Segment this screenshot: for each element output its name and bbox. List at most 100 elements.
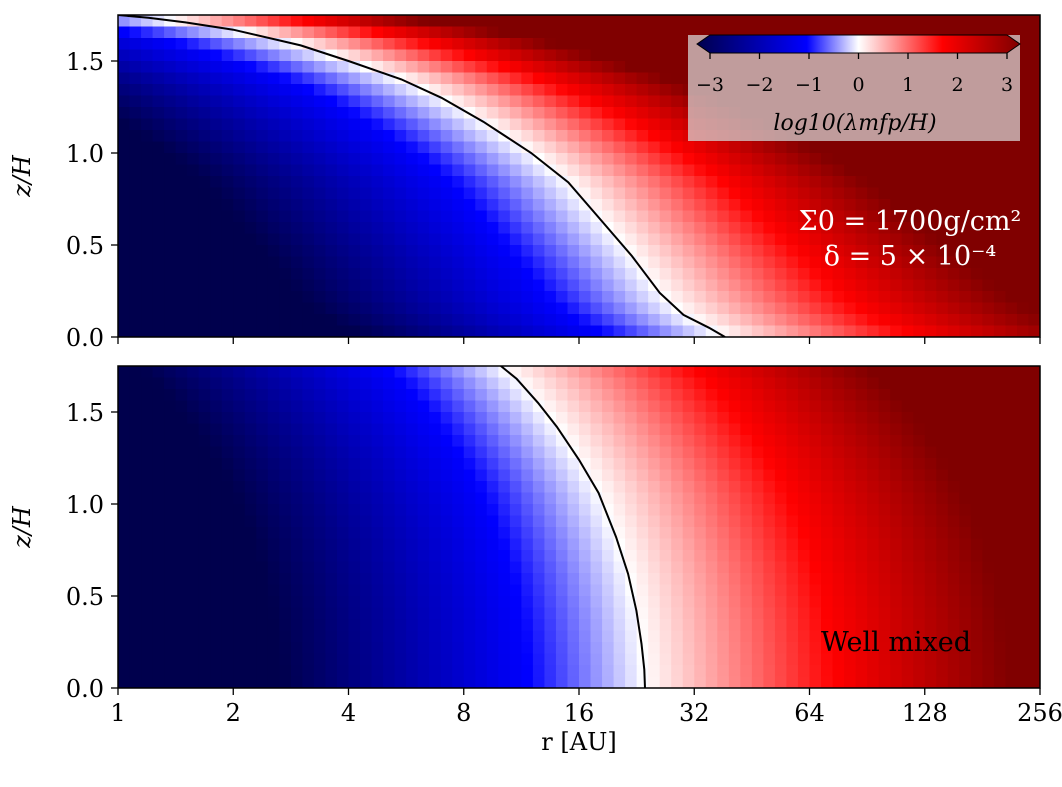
top-heatmap-cell bbox=[555, 84, 569, 97]
top-heatmap-cell bbox=[671, 233, 684, 246]
bottom-heatmap-cell bbox=[175, 366, 188, 379]
bottom-heatmap-cell bbox=[383, 642, 396, 655]
bottom-heatmap-cell bbox=[152, 561, 165, 574]
top-heatmap-cell bbox=[187, 72, 200, 85]
bottom-heatmap-cell bbox=[233, 653, 246, 666]
bottom-heatmap-cell bbox=[901, 527, 914, 540]
top-heatmap-cell bbox=[567, 302, 580, 315]
bottom-heatmap-cell bbox=[751, 504, 765, 517]
bottom-heatmap-cell bbox=[579, 561, 592, 574]
top-heatmap-cell bbox=[406, 95, 419, 108]
top-heatmap-cell bbox=[878, 279, 891, 292]
bottom-heatmap-cell bbox=[544, 630, 557, 643]
bottom-heatmap-cell bbox=[141, 630, 154, 643]
bottom-heatmap-cell bbox=[279, 619, 292, 632]
top-heatmap-cell bbox=[325, 187, 338, 200]
top-heatmap-cell bbox=[1016, 245, 1030, 258]
bottom-heatmap-cell bbox=[832, 607, 845, 620]
top-heatmap-cell bbox=[233, 233, 246, 246]
bottom-heatmap-cell bbox=[855, 630, 868, 643]
bottom-heatmap-cell bbox=[602, 527, 615, 540]
top-heatmap-cell bbox=[360, 164, 373, 177]
bottom-heatmap-cell bbox=[659, 538, 672, 551]
bottom-heatmap-cell bbox=[590, 504, 603, 517]
bottom-heatmap-cell bbox=[406, 458, 419, 471]
bottom-heatmap-cell bbox=[210, 573, 223, 586]
top-heatmap-cell bbox=[371, 141, 384, 154]
bottom-heatmap-cell bbox=[371, 481, 384, 494]
bottom-heatmap-cell bbox=[959, 435, 972, 448]
bottom-heatmap-cell bbox=[417, 538, 430, 551]
bottom-heatmap-cell bbox=[429, 377, 442, 390]
top-heatmap-cell bbox=[1005, 314, 1018, 327]
top-heatmap-cell bbox=[175, 107, 188, 120]
top-heatmap-cell bbox=[625, 130, 638, 143]
top-heatmap-cell bbox=[959, 176, 972, 189]
top-heatmap-cell bbox=[1028, 314, 1040, 327]
top-heatmap-cell bbox=[682, 245, 695, 258]
bottom-heatmap-cell bbox=[579, 389, 592, 402]
top-heatmap-cell bbox=[187, 245, 200, 258]
top-heatmap-cell bbox=[544, 233, 557, 246]
bottom-heatmap-cell bbox=[152, 377, 165, 390]
top-heatmap-cell bbox=[313, 279, 327, 292]
top-heatmap-cell bbox=[544, 199, 557, 212]
bottom-heatmap-cell bbox=[463, 446, 476, 459]
top-heatmap-cell bbox=[728, 199, 741, 212]
top-heatmap-cell bbox=[313, 302, 327, 315]
bottom-heatmap-cell bbox=[152, 676, 165, 688]
top-heatmap-cell bbox=[590, 153, 603, 166]
top-heatmap-cell bbox=[521, 210, 534, 223]
bottom-heatmap-cell bbox=[832, 561, 845, 574]
top-heatmap-cell bbox=[164, 26, 177, 39]
bottom-heatmap-cell bbox=[855, 584, 868, 597]
bottom-heatmap-cell bbox=[187, 665, 200, 678]
bottom-heatmap-cell bbox=[452, 642, 465, 655]
top-heatmap-cell bbox=[198, 141, 211, 154]
bottom-heatmap-cell bbox=[532, 389, 546, 402]
bottom-heatmap-cell bbox=[855, 423, 868, 436]
bottom-heatmap-cell bbox=[475, 400, 488, 413]
top-heatmap-cell bbox=[947, 245, 960, 258]
top-heatmap-cell bbox=[118, 153, 131, 166]
bottom-heatmap-cell bbox=[290, 400, 304, 413]
top-heatmap-cell bbox=[118, 245, 131, 258]
bottom-heatmap-cell bbox=[279, 653, 292, 666]
bottom-heatmap-cell bbox=[221, 573, 234, 586]
top-heatmap-cell bbox=[118, 302, 131, 315]
top-heatmap-cell bbox=[187, 314, 200, 327]
bottom-heatmap-cell bbox=[844, 400, 857, 413]
top-heatmap-cell bbox=[648, 268, 661, 281]
top-heatmap-cell bbox=[302, 107, 315, 120]
top-heatmap-cell bbox=[648, 291, 661, 304]
top-heatmap-cell bbox=[901, 141, 914, 154]
bottom-heatmap-cell bbox=[164, 653, 177, 666]
bottom-heatmap-cell bbox=[1005, 515, 1018, 528]
bottom-heatmap-cell bbox=[728, 653, 741, 666]
bottom-heatmap-cell bbox=[164, 458, 177, 471]
bottom-heatmap-cell bbox=[394, 492, 407, 505]
bottom-heatmap-cell bbox=[786, 573, 799, 586]
top-heatmap-cell bbox=[740, 256, 753, 269]
top-heatmap-cell bbox=[417, 72, 430, 85]
bottom-heatmap-cell bbox=[463, 550, 476, 563]
top-heatmap-cell bbox=[1028, 302, 1040, 315]
top-heatmap-cell bbox=[682, 176, 695, 189]
bottom-heatmap-cell bbox=[590, 389, 603, 402]
bottom-heatmap-cell bbox=[567, 366, 580, 379]
top-heatmap-cell bbox=[890, 245, 903, 258]
top-heatmap-cell bbox=[152, 95, 165, 108]
bottom-heatmap-cell bbox=[463, 665, 476, 678]
bottom-heatmap-cell bbox=[959, 515, 972, 528]
bottom-heatmap-cell bbox=[175, 573, 188, 586]
bottom-heatmap-cell bbox=[406, 435, 419, 448]
bottom-heatmap-cell bbox=[521, 492, 534, 505]
bottom-heatmap-cell bbox=[371, 515, 384, 528]
bottom-heatmap-cell bbox=[982, 561, 995, 574]
top-heatmap-cell bbox=[440, 233, 453, 246]
bottom-heatmap-cell bbox=[671, 481, 684, 494]
bottom-heatmap-cell bbox=[417, 550, 430, 563]
top-heatmap-cell bbox=[555, 314, 569, 327]
bottom-heatmap-cell bbox=[625, 550, 638, 563]
top-heatmap-cell bbox=[198, 61, 211, 74]
